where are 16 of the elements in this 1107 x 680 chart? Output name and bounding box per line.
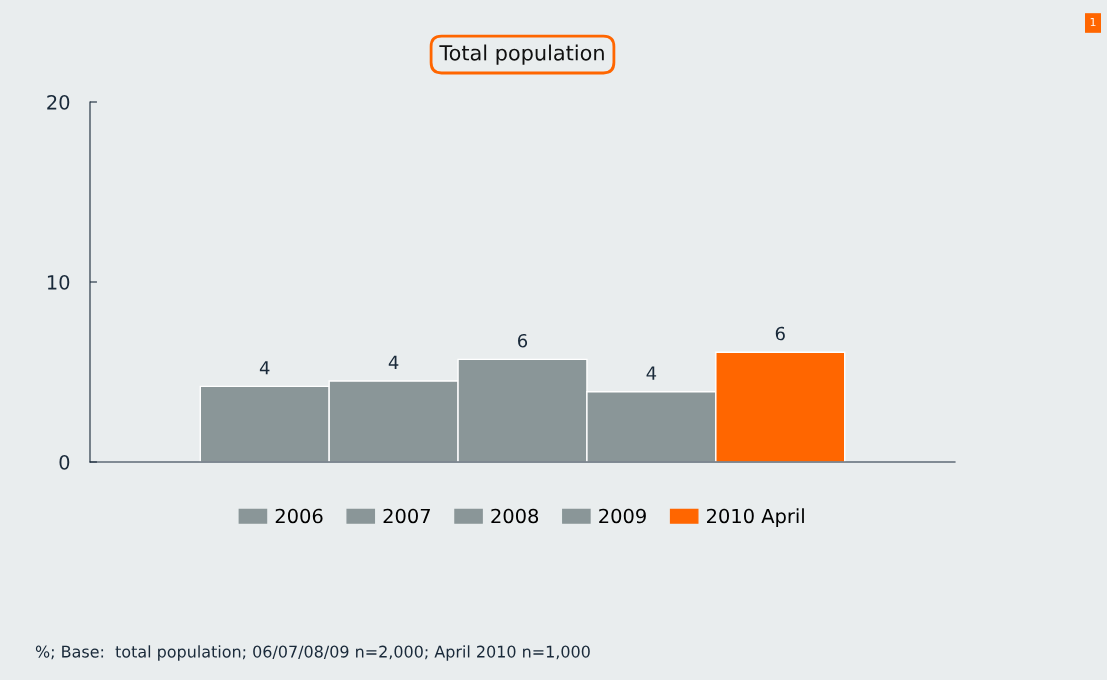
data-label: 6	[775, 326, 785, 341]
data-label: 6	[518, 333, 528, 348]
y-tick-label: 20	[47, 94, 70, 110]
legend-label: 2008	[491, 508, 539, 524]
text: 1	[1090, 17, 1096, 27]
text: %; Base: total population; 06/07/08/09 n=2,000; April 2010 n=1,000	[35, 645, 590, 661]
y-tick-label: 10	[47, 274, 70, 290]
chart-title: Total population	[439, 44, 604, 65]
legend-label: 2007	[383, 508, 430, 524]
data-label: 4	[388, 355, 399, 369]
data-label: 4	[259, 361, 270, 375]
legend-label: 2006	[275, 508, 323, 524]
y-tick-label: 0	[59, 454, 70, 470]
legend-label: 2009	[599, 508, 646, 524]
legend-label: 2010 April	[707, 508, 804, 528]
data-label: 4	[646, 366, 657, 380]
